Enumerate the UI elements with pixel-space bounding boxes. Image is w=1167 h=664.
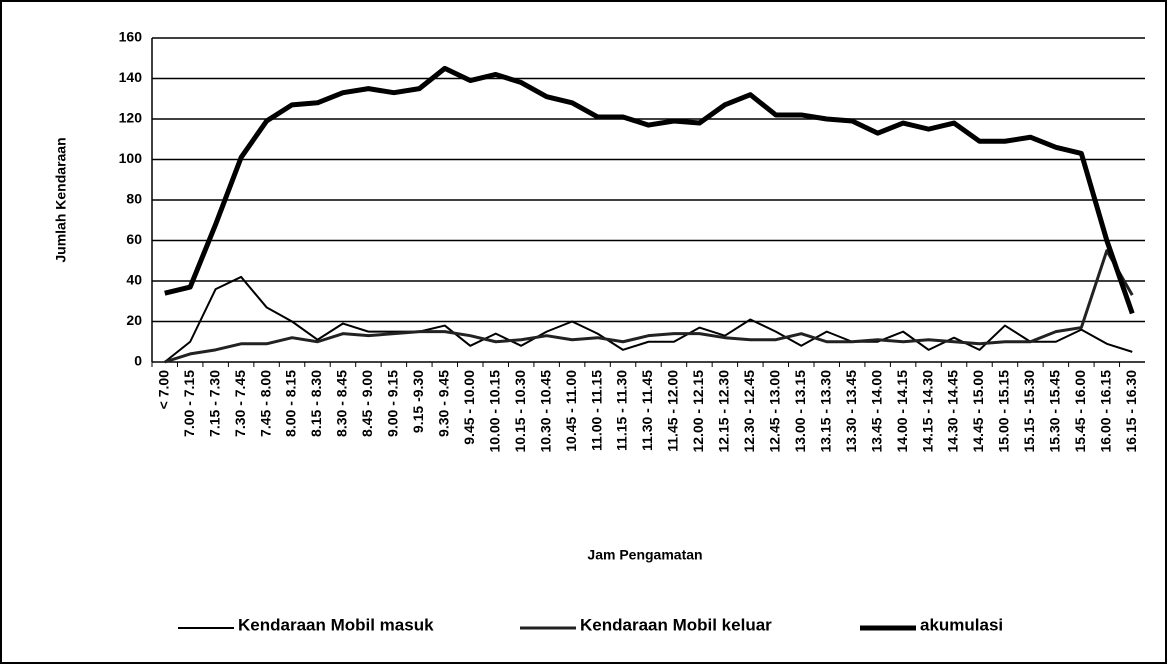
- x-tick-label: 8.30 - 8.45: [334, 370, 350, 437]
- y-axis-title: Jumlah Kendaraan: [53, 137, 69, 262]
- x-tick-label: 9.30 - 9.45: [436, 370, 452, 437]
- x-tick-label: 12.30 - 12.45: [741, 370, 757, 453]
- x-tick-label: 14.45 - 15.00: [970, 370, 986, 453]
- x-tick-label: 13.00 - 13.15: [792, 370, 808, 453]
- x-tick-label: 9.15 -9.30: [410, 370, 426, 433]
- x-tick-label: 8.00 - 8.15: [283, 370, 299, 437]
- x-tick-label: 11.30 - 11.45: [639, 370, 655, 451]
- x-tick-label: 7.30 - 7.45: [232, 370, 248, 437]
- y-tick-label: 120: [119, 110, 143, 126]
- x-tick-label: 16.15 - 16.30: [1123, 370, 1139, 453]
- x-tick-label: 12.00 - 12.15: [690, 370, 706, 453]
- x-tick-label: 10.00 - 10.15: [486, 370, 502, 453]
- x-tick-label: 15.45 - 16.00: [1072, 370, 1088, 453]
- x-tick-label: 8.15 - 8.30: [308, 370, 324, 437]
- x-tick-label: 7.45 - 8.00: [257, 370, 273, 437]
- x-tick-label: 12.45 - 13.00: [767, 370, 783, 453]
- x-tick-label: 8.45 - 9.00: [359, 370, 375, 437]
- x-tick-label: 7.15 - 7.30: [206, 370, 222, 437]
- x-tick-label: 15.00 - 15.15: [996, 370, 1012, 453]
- x-tick-label: 13.15 - 13.30: [817, 370, 833, 453]
- y-tick-label: 100: [119, 150, 143, 166]
- x-tick-label: 16.00 - 16.15: [1098, 370, 1114, 453]
- legend-label: Kendaraan Mobil keluar: [580, 615, 772, 634]
- y-tick-label: 160: [119, 29, 143, 45]
- x-tick-label: 11.15 - 11.30: [614, 370, 630, 451]
- y-tick-label: 80: [126, 191, 142, 207]
- x-tick-label: 12.15 - 12.30: [716, 370, 732, 453]
- x-tick-label: 14.30 - 14.45: [945, 370, 961, 453]
- x-tick-label: 7.00 - 7.15: [181, 370, 197, 437]
- y-tick-label: 20: [126, 312, 142, 328]
- series-line: [164, 275, 1133, 363]
- y-tick-label: 0: [134, 353, 142, 369]
- x-tick-label: 9.00 - 9.15: [385, 370, 401, 437]
- x-tick-label: 14.00 - 14.15: [894, 370, 910, 453]
- x-tick-label: 13.45 - 14.00: [868, 370, 884, 453]
- x-tick-label: 10.30 - 10.45: [537, 370, 553, 453]
- x-tick-label: 10.45 - 11.00: [563, 370, 579, 452]
- x-tick-label: 11.00 - 11.15: [588, 370, 604, 451]
- x-tick-label: 9.45 - 10.00: [461, 370, 477, 445]
- x-axis-title: Jam Pengamatan: [587, 547, 702, 563]
- x-tick-label: 11.45 - 12.00: [665, 370, 681, 452]
- y-tick-label: 60: [126, 231, 142, 247]
- x-tick-label: 10.15 - 10.30: [512, 370, 528, 453]
- y-tick-label: 140: [119, 69, 143, 85]
- series-line: [164, 65, 1135, 315]
- x-tick-label: < 7.00: [155, 370, 171, 410]
- legend-label: akumulasi: [920, 615, 1003, 634]
- legend-label: Kendaraan Mobil masuk: [238, 615, 434, 634]
- x-tick-label: 15.30 - 15.45: [1047, 370, 1063, 453]
- series-line: [164, 249, 1134, 364]
- x-tick-label: 15.15 - 15.30: [1021, 370, 1037, 453]
- x-tick-label: 14.15 - 14.30: [919, 370, 935, 453]
- y-tick-label: 40: [126, 272, 142, 288]
- x-tick-label: 13.30 - 13.45: [843, 370, 859, 453]
